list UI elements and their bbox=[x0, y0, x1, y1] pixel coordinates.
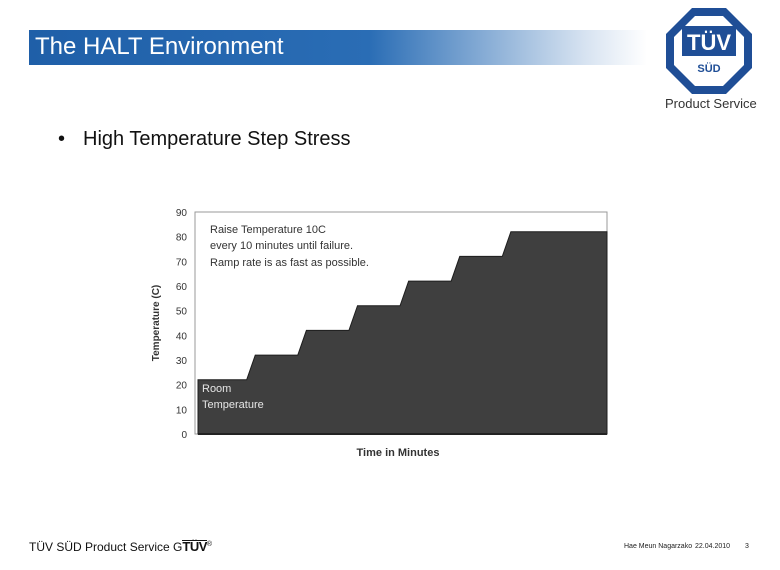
y-tick-label: 40 bbox=[176, 331, 188, 342]
y-axis-ticks: 90 80 70 60 50 40 30 20 10 0 bbox=[176, 208, 188, 441]
footer-company: TÜV SÜD Product Service GTÜV® bbox=[29, 540, 212, 554]
footer-tuv-mark: TÜV bbox=[182, 539, 207, 554]
y-tick-label: 10 bbox=[176, 405, 188, 416]
tuv-sud-logo: TÜV SÜD bbox=[666, 8, 752, 94]
room-label-2: Temperature bbox=[202, 399, 264, 411]
title-bar: The HALT Environment bbox=[29, 30, 647, 65]
x-axis-label: Time in Minutes bbox=[357, 447, 440, 459]
annotation-line-1: Raise Temperature 10C bbox=[210, 224, 326, 236]
footer-author: Hae Meun Nagarzako bbox=[624, 543, 693, 550]
y-tick-label: 60 bbox=[176, 282, 188, 293]
room-label-1: Room bbox=[202, 383, 231, 395]
bullet-text: High Temperature Step Stress bbox=[83, 128, 351, 150]
logo-mark-top: TÜV bbox=[687, 30, 731, 55]
y-axis-label: Temperature (C) bbox=[151, 285, 162, 362]
slide-title: The HALT Environment bbox=[35, 33, 284, 60]
logo-bar bbox=[682, 26, 736, 56]
y-tick-label: 50 bbox=[176, 307, 188, 318]
bullet-item: • High Temperature Step Stress bbox=[58, 128, 351, 151]
logo-caption: Product Service bbox=[665, 96, 757, 111]
footer-date: 22.04.2010 bbox=[695, 543, 731, 550]
y-tick-label: 70 bbox=[176, 257, 188, 268]
y-tick-label: 20 bbox=[176, 381, 188, 392]
footer-page-number: 3 bbox=[745, 543, 749, 550]
footer-company-text: TÜV SÜD Product Service G bbox=[29, 540, 183, 554]
temperature-step-chart: 90 80 70 60 50 40 30 20 10 0 Temperature (C) Time… bbox=[151, 208, 608, 459]
footer-registered-mark: ® bbox=[206, 541, 213, 548]
y-tick-label: 90 bbox=[176, 208, 188, 219]
y-tick-label: 0 bbox=[181, 430, 187, 441]
y-tick-label: 30 bbox=[176, 356, 188, 367]
bullet-dot: • bbox=[58, 128, 66, 150]
step-area bbox=[197, 231, 608, 435]
annotation-line-2: every 10 minutes until failure. bbox=[210, 240, 353, 252]
y-tick-label: 80 bbox=[176, 233, 188, 244]
logo-mark-bottom: SÜD bbox=[697, 62, 720, 75]
annotation-line-3: Ramp rate is as fast as possible. bbox=[210, 257, 369, 269]
